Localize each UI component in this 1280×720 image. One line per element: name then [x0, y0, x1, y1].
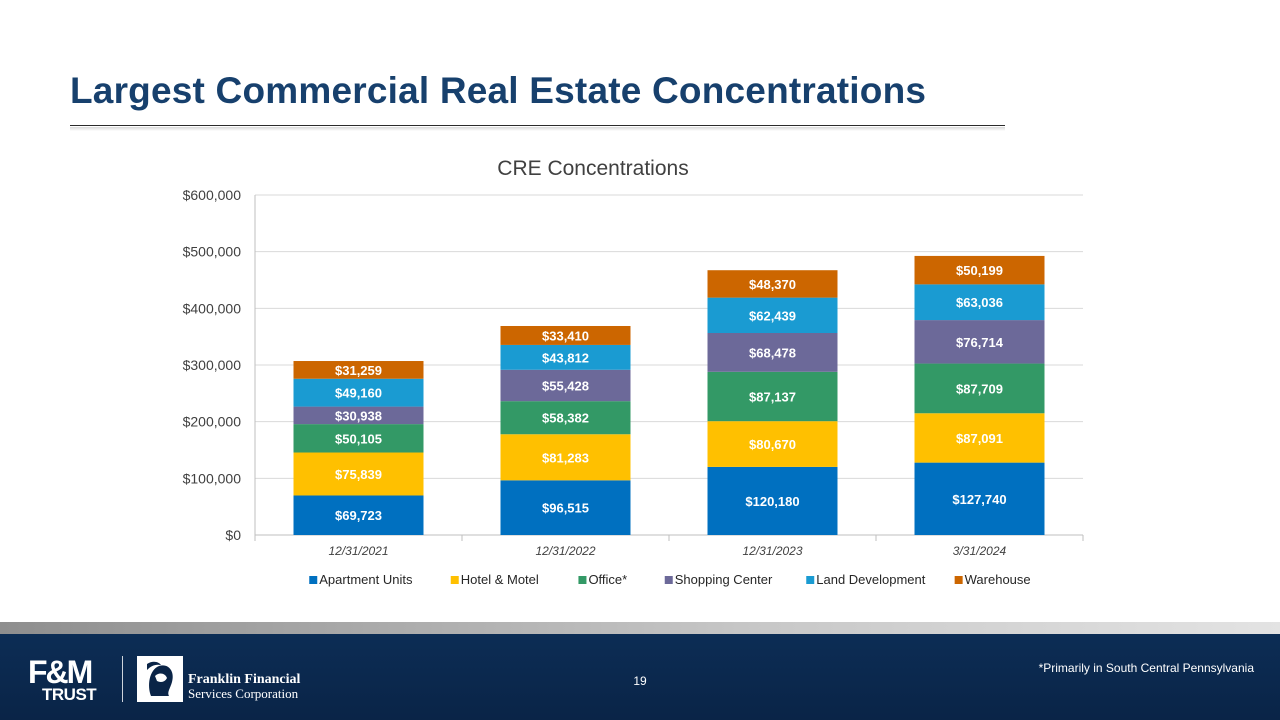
data-label: $81,283	[542, 450, 589, 465]
y-tick-label: $500,000	[183, 244, 242, 260]
x-tick-label: 3/31/2024	[953, 544, 1007, 558]
bar-segment	[707, 371, 838, 422]
page-number: 19	[633, 674, 647, 688]
data-label: $63,036	[956, 295, 1003, 310]
bar-segment	[500, 434, 631, 481]
x-tick-label: 12/31/2023	[742, 544, 802, 558]
y-tick-label: $400,000	[183, 300, 242, 316]
fm-trust-logo: F&M TRUST	[28, 654, 97, 704]
bar-segment	[500, 401, 631, 435]
data-label: $48,370	[749, 277, 796, 292]
legend-swatch	[309, 576, 318, 584]
legend-label: Land Development	[816, 572, 926, 587]
footer-band	[0, 634, 1280, 720]
chart-title: CRE Concentrations	[497, 157, 688, 180]
chart-legend: Apartment Units Hotel & Motel Office* Shopp…	[309, 572, 1031, 587]
y-tick-label: $0	[225, 527, 241, 543]
data-label: $62,439	[749, 308, 796, 323]
bar-segment	[914, 462, 1045, 535]
bar-segment	[707, 270, 838, 298]
legend-label: Hotel & Motel	[461, 572, 539, 587]
data-label: $76,714	[956, 335, 1004, 350]
franklin-financial-name: Franklin Financial Services Corporation	[188, 672, 300, 702]
bar-segment	[500, 369, 631, 402]
legend-swatch	[450, 576, 459, 584]
bar-segment	[500, 325, 631, 345]
chart-bars: $69,723 $75,839 $50,105 $30,938 $49,160 $31,2…	[293, 255, 1045, 535]
data-label: $33,410	[542, 328, 589, 343]
x-tick-label: 12/31/2022	[535, 544, 595, 558]
title-underline	[70, 125, 1005, 126]
data-label: $50,105	[335, 431, 382, 446]
bar-segment	[500, 480, 631, 535]
legend-swatch	[578, 576, 587, 584]
bar-segment	[707, 333, 838, 372]
bar-segment	[707, 297, 838, 334]
bar-segment	[293, 361, 424, 379]
legend-label: Office*	[588, 572, 627, 587]
legend-swatch	[664, 576, 673, 584]
x-tick-label: 12/31/2021	[328, 544, 388, 558]
bar-segment	[914, 255, 1045, 285]
data-label: $87,091	[956, 431, 1003, 446]
bar-segment	[293, 378, 424, 407]
cre-stacked-bar-chart: CRE Concentrations $0 $100,000 $200,000 $30…	[183, 157, 1084, 587]
y-tick-label: $300,000	[183, 357, 242, 373]
y-axis: $0 $100,000 $200,000 $300,000 $400,000 $500,0…	[183, 187, 256, 543]
data-label: $68,478	[749, 345, 796, 360]
data-label: $58,382	[542, 411, 589, 426]
bar-segment	[707, 466, 838, 535]
logo-divider	[122, 656, 123, 702]
data-label: $87,709	[956, 381, 1003, 396]
data-label: $30,938	[335, 408, 382, 423]
legend-label: Warehouse	[965, 572, 1031, 587]
footer-gray-band	[0, 622, 1280, 634]
legend-swatch	[954, 576, 963, 584]
data-label: $69,723	[335, 508, 382, 523]
footnote: *Primarily in South Central Pennsylvania	[1038, 661, 1254, 675]
ff-name-line2: Services Corporation	[188, 686, 299, 702]
bar-segment	[707, 421, 838, 467]
data-label: $80,670	[749, 437, 796, 452]
x-axis: 12/31/2021 12/31/2022 12/31/2023 3/31/2024	[254, 535, 1084, 558]
data-label: $96,515	[542, 501, 589, 516]
bar-segment	[914, 363, 1045, 414]
trust-logo-text: TRUST	[42, 685, 97, 704]
legend-label: Shopping Center	[675, 572, 773, 587]
bar-segment	[293, 452, 424, 496]
legend-swatch	[806, 576, 815, 584]
data-label: $127,740	[952, 492, 1006, 507]
data-label: $120,180	[745, 494, 799, 509]
slide-title: Largest Commercial Real Estate Concentra…	[70, 70, 927, 111]
bar-segment	[293, 495, 424, 535]
fm-logo-text: F&M	[28, 654, 93, 690]
data-label: $49,160	[335, 386, 382, 401]
bar-segment	[500, 344, 631, 370]
bar-segment	[914, 320, 1045, 364]
data-label: $31,259	[335, 363, 382, 378]
legend-label: Apartment Units	[319, 572, 413, 587]
ff-name-line1: Franklin Financial	[188, 672, 301, 687]
data-label: $75,839	[335, 467, 382, 482]
bar-segment	[914, 413, 1045, 463]
y-tick-label: $200,000	[183, 414, 242, 430]
y-tick-label: $100,000	[183, 470, 242, 486]
data-label: $55,428	[542, 378, 589, 393]
franklin-portrait-logo	[137, 656, 183, 702]
data-label: $87,137	[749, 389, 796, 404]
data-label: $50,199	[956, 263, 1003, 278]
title-underline-shadow	[70, 127, 1005, 131]
y-tick-label: $600,000	[183, 187, 242, 203]
bar-segment	[293, 424, 424, 453]
data-label: $43,812	[542, 350, 589, 365]
bar-segment	[293, 406, 424, 425]
bar-segment	[914, 284, 1045, 321]
